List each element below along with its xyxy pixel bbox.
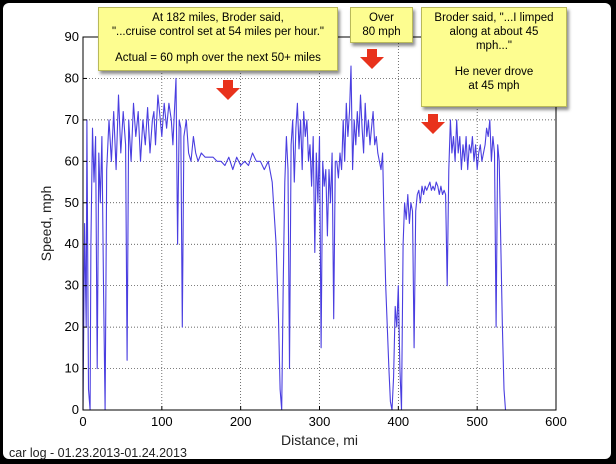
- gridlines: [83, 37, 556, 410]
- chart-frame: 0 100 200 300 400 500 600 0 10 20 30 40 50 60 70 80 90 D…: [3, 3, 611, 460]
- annotation-box-cruise-control: At 182 miles, Broder said, "...cruise co…: [98, 7, 338, 71]
- y-tick-label: 20: [65, 319, 79, 334]
- annotation-text: Actual = 60 mph over the next 50+ miles: [115, 52, 321, 64]
- x-tick-label: 300: [309, 414, 331, 429]
- x-axis-label: Distance, mi: [281, 432, 358, 448]
- y-tick-label: 60: [65, 153, 79, 168]
- x-tick-label: 200: [230, 414, 252, 429]
- axis-ticks: 0 100 200 300 400 500 600 0 10 20 30 40 50 60 70 80 90: [65, 29, 567, 429]
- annotation-box-over-80: Over 80 mph: [350, 7, 413, 43]
- x-tick-label: 500: [466, 414, 488, 429]
- x-tick-label: 100: [151, 414, 173, 429]
- x-tick-label: 600: [545, 414, 567, 429]
- annotation-spacer: [426, 53, 562, 65]
- annotation-arrow: [216, 80, 240, 100]
- speed-line: [82, 65, 507, 411]
- y-tick-label: 0: [72, 402, 79, 417]
- annotation-text: At 182 miles, Broder said,: [152, 12, 284, 24]
- y-tick-label: 70: [65, 112, 79, 127]
- y-tick-label: 80: [65, 70, 79, 85]
- y-axis-label: Speed, mph: [38, 186, 54, 262]
- annotation-text: 80 mph: [362, 26, 401, 38]
- x-tick-label: 400: [387, 414, 409, 429]
- annotation-arrows: [216, 49, 445, 134]
- annotation-text: Broder said, "...I limped: [434, 12, 554, 24]
- annotation-text: at 45 mph: [468, 80, 520, 92]
- y-tick-label: 30: [65, 278, 79, 293]
- annotation-text: "...cruise control set at 54 miles per h…: [111, 26, 325, 38]
- annotation-text: He never drove: [454, 66, 534, 78]
- speed-series: [82, 65, 507, 411]
- x-tick-label: 0: [79, 414, 86, 429]
- annotation-text: mph...": [475, 40, 513, 52]
- speed-chart: 0 100 200 300 400 500 600 0 10 20 30 40 50 60 70 80 90 D…: [38, 29, 567, 448]
- y-tick-label: 10: [65, 361, 79, 376]
- y-tick-label: 50: [65, 195, 79, 210]
- annotation-spacer: [103, 39, 333, 51]
- y-tick-label: 40: [65, 236, 79, 251]
- footer-caption: car log - 01.23.2013-01.24.2013: [9, 446, 187, 460]
- annotation-arrow: [421, 114, 445, 134]
- annotation-text: along at about 45: [449, 26, 539, 38]
- annotation-box-limped: Broder said, "...I limped along at about…: [421, 7, 567, 107]
- annotation-arrow: [360, 49, 384, 69]
- annotation-text: Over: [369, 12, 394, 24]
- y-tick-label: 90: [65, 29, 79, 44]
